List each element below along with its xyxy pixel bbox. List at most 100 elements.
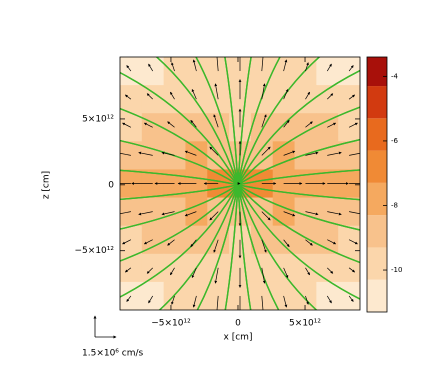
velocity-arrow (283, 119, 290, 128)
field-line (237, 169, 360, 186)
field-cell (294, 57, 317, 86)
field-cell (141, 225, 165, 255)
field-cell (250, 85, 274, 114)
field-line (237, 138, 360, 186)
velocity-arrow (143, 239, 153, 245)
plot-frame (119, 56, 361, 311)
velocity-arrow (326, 295, 332, 304)
field-line (120, 184, 239, 298)
field-cell (120, 85, 143, 114)
velocity-arrow (327, 267, 334, 274)
field-line (120, 184, 239, 262)
field-cell (120, 281, 143, 310)
field-line (237, 184, 360, 264)
field-line (237, 184, 252, 310)
velocity-arrow (261, 146, 271, 156)
velocity-arrow (191, 88, 197, 100)
velocity-arrow (138, 211, 153, 216)
velocity-arrow (190, 119, 197, 128)
velocity-arrow (209, 146, 219, 156)
field-cell (141, 281, 165, 310)
field-line (120, 107, 239, 186)
colorbar-tick-label: -10 (391, 266, 402, 274)
field-cell (185, 141, 208, 170)
field-cell (185, 281, 208, 310)
field-line (237, 184, 360, 300)
velocity-arrow (305, 151, 319, 156)
velocity-arrow (213, 239, 219, 253)
field-cell (250, 57, 274, 86)
velocity-arrow (261, 114, 267, 128)
velocity-arrow (348, 239, 358, 245)
velocity-arrow (326, 63, 332, 72)
field-line (237, 69, 360, 186)
velocity-arrow (348, 65, 354, 72)
velocity-arrow (138, 151, 153, 156)
velocity-arrow (283, 295, 288, 308)
field-line (237, 184, 360, 231)
velocity-arrow (305, 121, 313, 128)
colorbar-band (367, 118, 387, 151)
velocity-arrow (305, 62, 309, 72)
field-cell (120, 197, 143, 227)
velocity-arrow (143, 122, 153, 128)
field-line (120, 139, 239, 186)
velocity-arrow (348, 295, 354, 302)
field-line (237, 57, 321, 186)
field-cell (338, 113, 360, 142)
field-cell (141, 141, 165, 170)
x-tick-label: −5×10¹² (151, 319, 191, 329)
velocity-arrow (349, 211, 360, 215)
velocity-arrow (124, 94, 132, 100)
field-cell (163, 197, 186, 227)
velocity-arrow (261, 267, 266, 284)
velocity-arrow (327, 93, 334, 100)
velocity-arrow (213, 114, 219, 128)
velocity-arrow (283, 150, 296, 156)
velocity-arrow (126, 295, 132, 302)
velocity-arrow (305, 239, 313, 246)
field-cell (338, 85, 360, 114)
velocity-arrow (209, 211, 219, 221)
field-line (120, 184, 239, 201)
velocity-arrow (214, 83, 219, 100)
velocity-arrow (305, 211, 319, 216)
field-cell (272, 85, 296, 114)
velocity-arrow (261, 239, 267, 253)
field-cell (163, 113, 186, 142)
velocity-arrow (120, 152, 131, 156)
velocity-arrow (349, 152, 360, 156)
velocity-arrow (191, 267, 197, 279)
velocity-arrow (167, 239, 175, 246)
colorbar-tick-label: -8 (391, 201, 398, 209)
velocity-arrow (120, 211, 131, 215)
colorbar-band (367, 247, 387, 280)
field-cell (141, 253, 165, 283)
field-cell (141, 85, 165, 114)
field-cell (294, 85, 317, 114)
field-cell (185, 197, 208, 227)
velocity-arrow (283, 239, 290, 248)
field-cell (163, 57, 186, 86)
field-cell (141, 113, 165, 142)
field-cell (185, 85, 208, 114)
velocity-arrow (305, 91, 310, 100)
x-tick-label: 5×10¹² (289, 319, 321, 329)
velocity-arrow (170, 91, 175, 100)
velocity-arrow (161, 211, 175, 216)
field-cell (141, 57, 165, 86)
field-cell (120, 141, 143, 170)
velocity-arrow (192, 59, 197, 72)
colorbar-band (367, 182, 387, 216)
field-line (237, 184, 318, 310)
velocity-arrow (146, 93, 153, 100)
velocity-arrow (171, 62, 175, 72)
vector-ref-label: 1.5×10⁶ cm/s (82, 349, 144, 359)
velocity-arrow (146, 267, 153, 274)
field-cell (207, 57, 230, 86)
velocity-arrow (192, 295, 197, 308)
field-cell (185, 57, 208, 86)
field-line (155, 57, 239, 186)
y-tick-label: −5×10¹² (75, 246, 115, 256)
